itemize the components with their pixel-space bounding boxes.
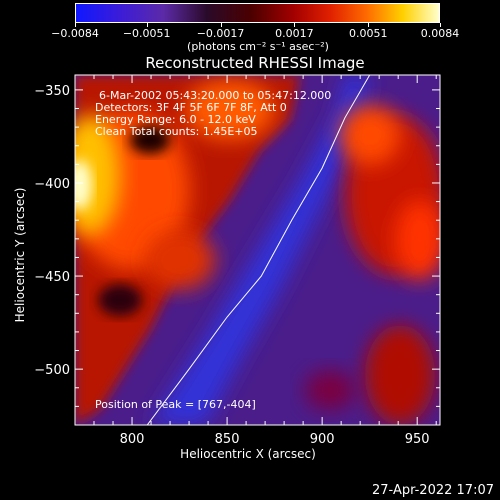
annotation-peak: Position of Peak = [767,-404] bbox=[95, 398, 256, 411]
axis-ticks bbox=[74, 75, 440, 426]
colorbar-tick bbox=[220, 23, 222, 27]
emission-blob-mid bbox=[145, 230, 215, 290]
y-tick-label: −350 bbox=[34, 84, 70, 99]
dark-pocket-2 bbox=[98, 284, 142, 316]
colorbar-label: −0.0051 bbox=[122, 27, 171, 40]
colorbar-tick bbox=[75, 23, 76, 27]
annotation-energy: Energy Range: 6.0 - 12.0 keV bbox=[95, 113, 256, 126]
emission-blob-right-top bbox=[340, 105, 400, 165]
solar-limb-line bbox=[146, 75, 371, 425]
x-tick-label: 800 bbox=[120, 432, 145, 447]
y-axis-label: Heliocentric Y (arcsec) bbox=[13, 187, 27, 323]
colorbar-label: 0.0051 bbox=[349, 27, 388, 40]
negative-lane bbox=[150, 75, 370, 425]
emission-blob-right-mid bbox=[395, 200, 440, 280]
dark-pocket-1 bbox=[130, 126, 170, 154]
x-axis-label: Heliocentric X (arcsec) bbox=[180, 447, 316, 461]
y-tick-label: −500 bbox=[34, 363, 70, 378]
emission-peak-core bbox=[75, 160, 92, 210]
heatmap-image bbox=[75, 75, 440, 425]
colorbar-unit: (photons cm⁻² s⁻¹ asec⁻²) bbox=[187, 40, 329, 53]
emission-blob-top bbox=[185, 80, 275, 140]
plot-frame bbox=[74, 74, 441, 426]
colorbar-tick bbox=[368, 23, 370, 27]
colorbar-tick bbox=[294, 23, 296, 27]
x-tick-label: 950 bbox=[405, 432, 430, 447]
timestamp: 27-Apr-2022 17:07 bbox=[372, 483, 494, 498]
annotation-detectors: Detectors: 3F 4F 5F 6F 7F 8F, Att 0 bbox=[95, 101, 287, 114]
y-tick-label: −400 bbox=[34, 177, 70, 192]
colorbar-tick bbox=[440, 23, 441, 27]
emission-blob-bottom bbox=[305, 370, 355, 410]
colorbar-label: 0.0017 bbox=[275, 27, 314, 40]
x-tick-label: 850 bbox=[215, 432, 240, 447]
y-tick-label: −450 bbox=[34, 270, 70, 285]
colorbar-label: −0.0017 bbox=[196, 27, 245, 40]
emission-region-bottom-right bbox=[365, 325, 435, 425]
colorbar bbox=[75, 3, 440, 23]
annotation-clean: Clean Total counts: 1.45E+05 bbox=[95, 125, 258, 138]
x-tick-label: 900 bbox=[310, 432, 335, 447]
colorbar-tick bbox=[146, 23, 148, 27]
colorbar-label: 0.0084 bbox=[420, 27, 460, 40]
axis-tick-labels: 800 850 900 950 −350 −400 −450 −500 bbox=[34, 84, 429, 447]
colorbar-label: −0.0084 bbox=[51, 27, 99, 40]
annotation-time-range: 6-Mar-2002 05:43:20.000 to 05:47:12.000 bbox=[99, 89, 332, 102]
chart-title: Reconstructed RHESSI Image bbox=[145, 54, 365, 72]
